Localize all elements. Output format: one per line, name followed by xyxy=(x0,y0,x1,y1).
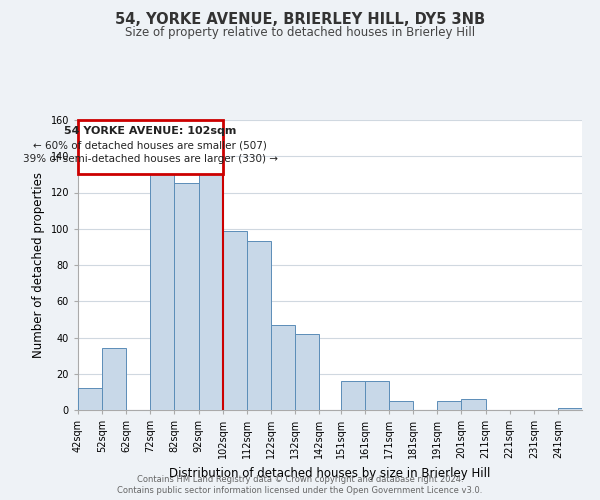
Bar xyxy=(389,401,413,410)
Text: Contains HM Land Registry data © Crown copyright and database right 2024.: Contains HM Land Registry data © Crown c… xyxy=(137,475,463,484)
Bar xyxy=(558,408,582,410)
Bar xyxy=(461,399,485,410)
Text: 39% of semi-detached houses are larger (330) →: 39% of semi-detached houses are larger (… xyxy=(23,154,278,164)
Bar xyxy=(437,401,461,410)
X-axis label: Distribution of detached houses by size in Brierley Hill: Distribution of detached houses by size … xyxy=(169,466,491,479)
Text: ← 60% of detached houses are smaller (507): ← 60% of detached houses are smaller (50… xyxy=(34,141,267,151)
Bar xyxy=(365,381,389,410)
Bar xyxy=(295,334,319,410)
Bar xyxy=(175,184,199,410)
Bar xyxy=(199,174,223,410)
Text: 54, YORKE AVENUE, BRIERLEY HILL, DY5 3NB: 54, YORKE AVENUE, BRIERLEY HILL, DY5 3NB xyxy=(115,12,485,28)
Bar xyxy=(271,325,295,410)
Bar xyxy=(102,348,126,410)
Y-axis label: Number of detached properties: Number of detached properties xyxy=(32,172,45,358)
Text: Contains public sector information licensed under the Open Government Licence v3: Contains public sector information licen… xyxy=(118,486,482,495)
Bar xyxy=(341,381,365,410)
Text: Size of property relative to detached houses in Brierley Hill: Size of property relative to detached ho… xyxy=(125,26,475,39)
Text: 54 YORKE AVENUE: 102sqm: 54 YORKE AVENUE: 102sqm xyxy=(64,126,236,136)
Bar xyxy=(151,171,175,410)
Bar xyxy=(78,388,102,410)
Bar xyxy=(223,230,247,410)
Bar xyxy=(247,242,271,410)
